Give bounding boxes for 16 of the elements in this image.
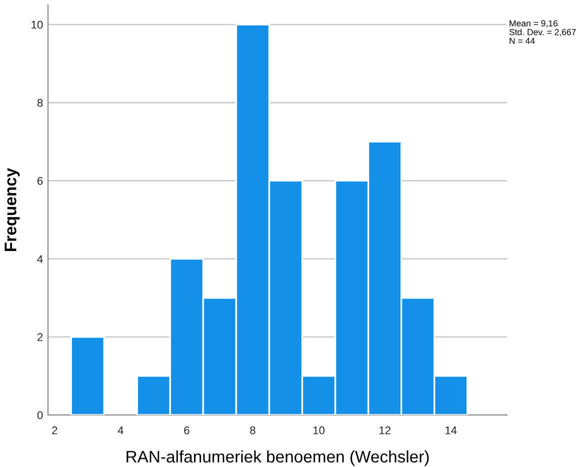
x-tick-label: 10 xyxy=(313,426,325,434)
x-tick-label: 6 xyxy=(184,426,190,434)
text: Mean = 9,16 Std. Dev. = 2,667 N = 44 xyxy=(509,20,576,44)
x-tick-label: 4 xyxy=(118,426,124,434)
x-axis-title: RAN-alfanumeriek benoemen (Wechsler) xyxy=(126,450,429,466)
y-tick-label: 8 xyxy=(37,98,43,107)
y-tick-label: 2 xyxy=(38,333,43,341)
x-tick-label: 14 xyxy=(446,426,457,434)
x-tick-label: 12 xyxy=(379,426,390,434)
y-tick-label: 6 xyxy=(38,176,43,185)
y-tick-label: 0 xyxy=(37,411,43,420)
x-tick-label: 8 xyxy=(250,426,256,434)
y-tick-label: 4 xyxy=(37,255,43,263)
x-tick-label: 2 xyxy=(52,426,58,434)
y-tick-label: 10 xyxy=(32,20,43,29)
y-axis-title: Frequency xyxy=(4,168,20,252)
